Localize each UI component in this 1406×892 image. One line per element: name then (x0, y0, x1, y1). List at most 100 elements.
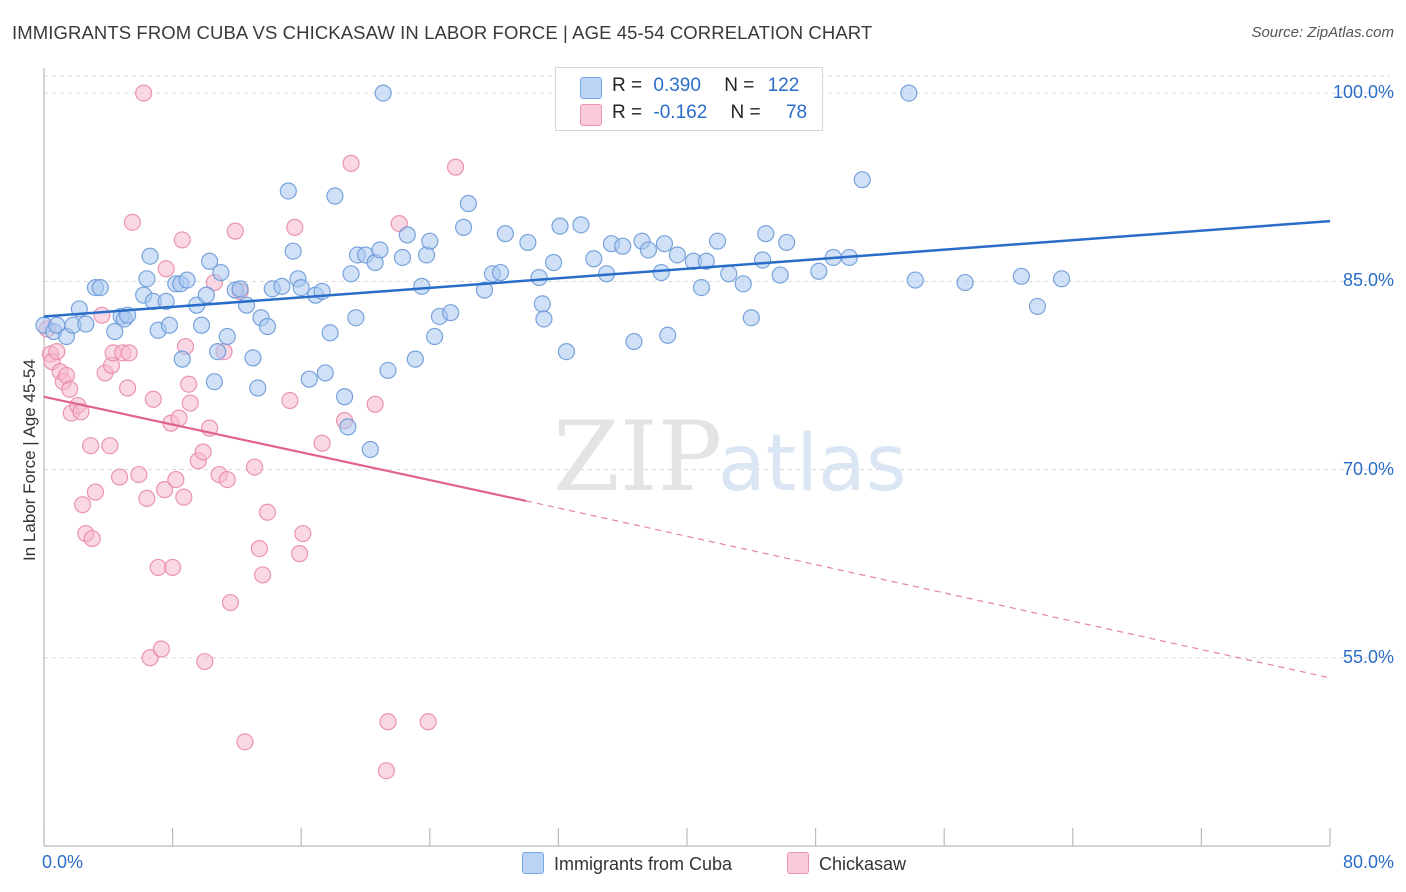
data-point (366, 395, 384, 413)
data-point (1052, 270, 1071, 288)
data-point (557, 342, 576, 361)
axes (43, 68, 1331, 847)
data-point (155, 481, 174, 499)
data-point (173, 231, 191, 249)
data-point (321, 324, 339, 342)
data-point (419, 713, 437, 731)
data-point (413, 277, 431, 295)
data-point (753, 251, 772, 269)
data-point (157, 292, 175, 310)
data-point (393, 248, 412, 267)
data-point (237, 296, 256, 314)
legend-swatch-blue (522, 852, 544, 874)
data-point (284, 242, 302, 260)
data-point (160, 316, 178, 334)
data-point (254, 566, 272, 584)
data-point (771, 266, 789, 284)
n-value: 122 (767, 75, 800, 96)
trend-line-cuba (43, 219, 1331, 318)
data-point (371, 241, 389, 259)
data-point (167, 470, 185, 489)
data-point (192, 316, 211, 334)
data-point (692, 278, 711, 297)
data-point (1012, 267, 1030, 285)
data-point (406, 350, 424, 368)
data-point (152, 640, 170, 658)
data-point (491, 263, 510, 282)
data-point (326, 187, 344, 205)
r-value: 0.390 (653, 75, 701, 96)
data-point (454, 218, 473, 236)
data-point (273, 277, 291, 295)
watermark-atlas: atlas (718, 419, 907, 509)
y-tick-label: 70.0% (1342, 458, 1394, 479)
data-point (91, 278, 109, 297)
data-point (551, 217, 569, 235)
r-value: -0.162 (653, 102, 708, 123)
data-point (316, 364, 334, 382)
chart-title: IMMIGRANTS FROM CUBA VS CHICKASAW IN LAB… (12, 22, 873, 43)
data-point (209, 342, 227, 361)
data-point (106, 322, 124, 341)
data-point (294, 524, 312, 543)
source-label: Source: ZipAtlas.com (1251, 24, 1394, 41)
x-tick-label-max: 80.0% (1342, 852, 1394, 872)
data-point (120, 344, 138, 362)
data-point (313, 434, 331, 452)
legend-label-chickasaw: Chickasaw (819, 854, 907, 874)
data-point (342, 265, 360, 283)
data-point (286, 218, 304, 236)
legend-swatch-blue (580, 77, 602, 99)
trend-lines (43, 219, 1331, 679)
data-point (61, 380, 79, 398)
data-point (82, 437, 100, 455)
data-point (180, 375, 198, 393)
data-point (200, 252, 219, 270)
data-point (421, 232, 439, 250)
trend-line-chickasaw (43, 395, 527, 502)
data-point (544, 253, 563, 272)
data-point (218, 327, 236, 346)
data-point (226, 222, 244, 240)
data-point (956, 273, 974, 292)
data-point (361, 440, 379, 459)
legend-item-chickasaw: Chickasaw (787, 852, 906, 875)
data-point (442, 304, 460, 322)
data-point (258, 317, 277, 336)
data-point (73, 496, 92, 514)
data-point (290, 545, 309, 563)
data-point (231, 280, 249, 298)
data-point (175, 488, 193, 506)
data-point (118, 379, 137, 397)
data-point (697, 252, 715, 270)
data-point (300, 370, 318, 388)
data-point (652, 263, 670, 282)
data-point (533, 295, 551, 313)
data-point (181, 394, 199, 412)
data-point (178, 271, 196, 289)
data-point (853, 171, 871, 189)
data-point (810, 262, 828, 280)
data-point (258, 503, 277, 521)
data-point (757, 225, 775, 243)
data-point (398, 226, 416, 244)
data-point (625, 332, 643, 351)
data-point (212, 263, 230, 282)
data-point (157, 260, 175, 278)
data-point (519, 233, 537, 252)
legend-label-cuba: Immigrants from Cuba (554, 854, 733, 874)
data-point (221, 593, 240, 612)
data-point (110, 468, 129, 486)
data-point (292, 278, 310, 297)
data-point (778, 233, 796, 252)
data-point (141, 247, 159, 265)
r-label: R = (612, 75, 643, 96)
data-point (144, 390, 162, 408)
data-point (279, 182, 297, 200)
trend-line-chickasaw-extension (526, 500, 1331, 679)
data-point (459, 194, 477, 213)
data-point (1028, 297, 1047, 316)
y-tick-label: 85.0% (1342, 270, 1394, 291)
series-chickasaw (38, 84, 465, 780)
data-point (245, 458, 264, 476)
